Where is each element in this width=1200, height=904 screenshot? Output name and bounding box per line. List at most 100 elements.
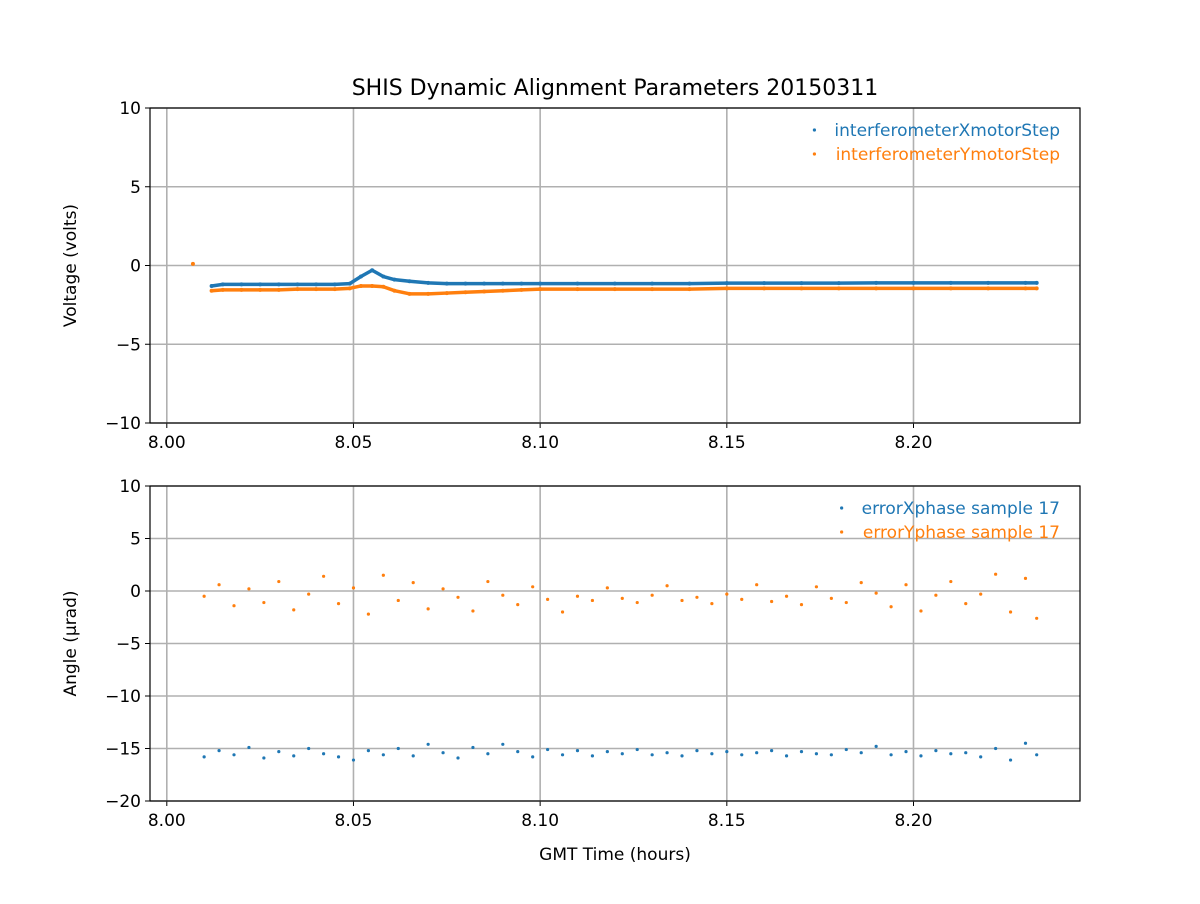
data-point xyxy=(411,581,415,585)
data-point xyxy=(217,583,221,587)
data-point xyxy=(426,280,431,285)
data-point xyxy=(859,751,863,755)
legend: interferometerXmotorStep interferometerYm… xyxy=(812,121,1060,165)
data-point xyxy=(949,579,953,584)
data-point xyxy=(190,261,195,266)
data-point xyxy=(482,289,487,294)
data-point xyxy=(351,758,356,762)
data-point xyxy=(836,286,841,291)
data-point xyxy=(220,282,225,287)
data-point xyxy=(347,286,352,291)
data-point xyxy=(501,742,505,746)
data-point xyxy=(635,747,639,752)
data-point xyxy=(919,754,923,758)
data-point xyxy=(620,752,624,756)
data-point xyxy=(426,607,430,611)
data-point xyxy=(519,287,524,292)
data-point xyxy=(605,750,609,754)
data-point xyxy=(650,281,655,286)
data-point xyxy=(874,280,879,285)
data-point xyxy=(407,291,412,296)
data-point xyxy=(1034,286,1039,291)
data-point xyxy=(979,755,983,759)
data-point xyxy=(844,600,848,605)
data-point xyxy=(836,281,841,286)
y-tick-label: 0 xyxy=(130,257,141,277)
x-tick-label: 8.20 xyxy=(895,433,933,453)
data-point xyxy=(964,602,968,606)
y-tick-label: −10 xyxy=(105,687,141,707)
data-point xyxy=(1008,758,1013,762)
y-tick-label: 5 xyxy=(130,178,141,198)
data-point xyxy=(258,282,263,287)
data-point xyxy=(314,282,319,287)
data-point xyxy=(292,754,296,758)
data-point xyxy=(1034,280,1039,285)
data-point xyxy=(799,281,804,286)
top-axes: 8.00 8.05 8.10 8.15 8.20 −10 −5 0 5 10 Voltage (vo… xyxy=(61,99,1081,453)
data-point xyxy=(366,749,371,753)
data-point xyxy=(560,610,565,614)
data-point xyxy=(575,749,580,753)
data-point xyxy=(471,745,475,750)
data-point xyxy=(934,749,938,753)
data-point xyxy=(366,612,371,616)
data-point xyxy=(322,752,326,756)
data-point xyxy=(262,600,266,605)
data-point xyxy=(322,574,326,578)
data-point xyxy=(463,290,468,295)
series-interferometerYmotorStep xyxy=(190,261,1039,296)
data-point xyxy=(441,751,445,755)
axes-frame xyxy=(149,485,1081,802)
data-point xyxy=(612,287,617,292)
data-point xyxy=(202,755,206,759)
data-point xyxy=(1023,741,1028,745)
data-point xyxy=(575,287,580,292)
data-point xyxy=(239,287,244,292)
data-point xyxy=(695,595,699,599)
data-point xyxy=(620,596,624,600)
data-point xyxy=(799,750,804,754)
y-tick-label: −10 xyxy=(105,414,141,434)
chart-title: SHIS Dynamic Alignment Parameters 201503… xyxy=(352,76,879,101)
data-point xyxy=(456,595,460,599)
data-point xyxy=(859,581,863,585)
y-tick-label: 5 xyxy=(130,530,141,550)
data-point xyxy=(396,746,400,751)
data-point xyxy=(725,592,729,596)
data-point xyxy=(911,280,916,285)
data-point xyxy=(1023,280,1028,285)
x-tick-label: 8.15 xyxy=(708,433,746,453)
data-point xyxy=(531,585,535,589)
data-point xyxy=(710,752,714,756)
data-point xyxy=(209,288,214,293)
data-point xyxy=(889,753,893,757)
data-point xyxy=(516,603,520,607)
data-point xyxy=(575,594,580,598)
y-axis-label: Angle (μrad) xyxy=(61,590,81,696)
data-point xyxy=(332,282,337,287)
data-point xyxy=(740,597,744,602)
data-point xyxy=(441,587,445,591)
data-point xyxy=(1008,610,1013,614)
x-tick-label: 8.05 xyxy=(335,433,373,453)
data-point xyxy=(755,751,759,755)
data-point xyxy=(994,572,998,576)
legend-marker xyxy=(840,506,844,510)
data-point xyxy=(277,750,281,754)
data-point xyxy=(904,750,908,754)
data-point xyxy=(986,280,991,285)
y-tick-label: −5 xyxy=(116,635,141,655)
data-point xyxy=(307,746,311,751)
legend-label: interferometerYmotorStep xyxy=(836,145,1060,165)
axes-frame xyxy=(149,107,1081,424)
data-point xyxy=(546,597,550,602)
data-point xyxy=(370,268,375,273)
data-point xyxy=(456,756,460,760)
legend-marker xyxy=(812,152,817,156)
data-point xyxy=(799,603,804,607)
data-point xyxy=(979,592,983,596)
legend-marker xyxy=(840,530,844,534)
data-point xyxy=(904,583,908,587)
